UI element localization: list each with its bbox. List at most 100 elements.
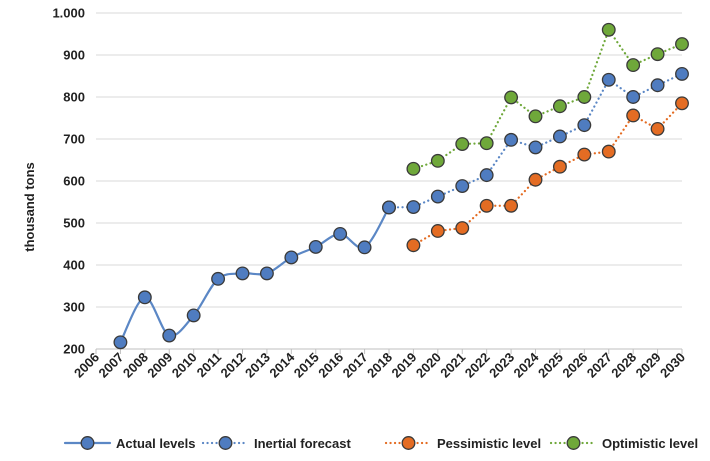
x-tick-label: 2030 bbox=[657, 350, 688, 381]
x-tick-label: 2021 bbox=[437, 350, 468, 381]
x-tick-label: 2025 bbox=[535, 350, 566, 381]
data-point-actual-levels bbox=[284, 250, 299, 265]
gridlines bbox=[96, 12, 682, 308]
data-point-optimistic-level bbox=[650, 47, 665, 62]
data-point-optimistic-level bbox=[552, 99, 567, 114]
x-tick-label: 2009 bbox=[144, 350, 175, 381]
data-point-pessimistic-level bbox=[504, 198, 519, 213]
data-point-optimistic-level bbox=[430, 153, 445, 168]
x-tick-label: 2017 bbox=[340, 350, 371, 381]
data-point-actual-levels bbox=[211, 271, 226, 286]
x-tick-label: 2029 bbox=[633, 350, 664, 381]
series-layer bbox=[113, 22, 689, 350]
data-point-inertial-forecast bbox=[552, 129, 567, 144]
legend-marker bbox=[566, 436, 581, 450]
x-tick-label: 2020 bbox=[413, 350, 444, 381]
legend-item-optimistic-level: Optimistic level bbox=[549, 436, 698, 451]
data-point-inertial-forecast bbox=[650, 78, 665, 93]
x-tick-labels: 2006200720082009201020112012201320142015… bbox=[71, 349, 688, 381]
data-point-inertial-forecast bbox=[504, 132, 519, 147]
data-point-pessimistic-level bbox=[552, 159, 567, 174]
x-tick-label: 2023 bbox=[486, 350, 517, 381]
x-tick-label: 2016 bbox=[315, 350, 346, 381]
data-point-actual-levels bbox=[137, 290, 152, 305]
legend-label: Pessimistic level bbox=[437, 436, 541, 451]
data-point-pessimistic-level bbox=[577, 147, 592, 162]
y-tick-label: 800 bbox=[63, 90, 85, 105]
data-point-inertial-forecast bbox=[577, 118, 592, 133]
x-tick-label: 2008 bbox=[120, 350, 151, 381]
data-point-inertial-forecast bbox=[479, 168, 494, 183]
legend-marker bbox=[80, 436, 95, 450]
series-line-pessimistic-level bbox=[412, 102, 684, 247]
data-point-actual-levels bbox=[333, 226, 348, 241]
data-point-inertial-forecast bbox=[430, 189, 445, 204]
data-point-pessimistic-level bbox=[675, 96, 689, 111]
series-lines bbox=[119, 28, 684, 344]
data-point-pessimistic-level bbox=[479, 198, 494, 213]
data-point-actual-levels bbox=[308, 239, 323, 254]
x-tick-label: 2024 bbox=[511, 349, 543, 381]
data-point-optimistic-level bbox=[479, 136, 494, 151]
y-tick-label: 700 bbox=[63, 132, 85, 147]
y-tick-label: 200 bbox=[63, 342, 85, 357]
data-point-optimistic-level bbox=[406, 161, 421, 176]
x-tick-label: 2019 bbox=[388, 350, 419, 381]
legend-item-actual-levels: Actual levels bbox=[63, 436, 196, 451]
data-point-pessimistic-level bbox=[528, 172, 543, 187]
series-line-actual-levels bbox=[119, 206, 391, 344]
data-point-optimistic-level bbox=[675, 37, 689, 52]
legend-marker bbox=[401, 436, 416, 450]
y-tick-label: 500 bbox=[63, 216, 85, 231]
y-axis-title: thousand tons bbox=[22, 162, 37, 252]
y-tick-label: 300 bbox=[63, 300, 85, 315]
y-tick-label: 1.000 bbox=[52, 6, 85, 21]
x-tick-label: 2014 bbox=[266, 349, 298, 381]
series-markers bbox=[113, 22, 689, 350]
data-point-optimistic-level bbox=[601, 22, 616, 37]
data-point-actual-levels bbox=[113, 335, 128, 350]
data-point-inertial-forecast bbox=[382, 200, 396, 215]
data-point-optimistic-level bbox=[504, 90, 519, 105]
legend-label: Optimistic level bbox=[602, 436, 698, 451]
series-line-optimistic-level bbox=[412, 28, 684, 170]
data-point-pessimistic-level bbox=[626, 108, 641, 123]
data-point-actual-levels bbox=[259, 266, 274, 281]
data-point-pessimistic-level bbox=[650, 121, 665, 136]
x-tick-label: 2015 bbox=[291, 350, 322, 381]
data-point-actual-levels bbox=[235, 266, 250, 281]
data-point-inertial-forecast bbox=[455, 179, 470, 193]
legend-label: Inertial forecast bbox=[254, 436, 351, 451]
data-point-pessimistic-level bbox=[601, 144, 616, 159]
data-point-inertial-forecast bbox=[675, 66, 689, 81]
x-tick-label: 2028 bbox=[608, 350, 639, 381]
data-point-pessimistic-level bbox=[406, 238, 421, 253]
x-tick-label: 2013 bbox=[242, 350, 273, 381]
x-axis bbox=[95, 348, 683, 354]
x-tick-label: 2027 bbox=[584, 350, 615, 381]
legend: Actual levels Inertial forecast Pessimisti… bbox=[63, 436, 698, 451]
x-tick-label: 2010 bbox=[169, 350, 200, 381]
data-point-actual-levels bbox=[357, 240, 372, 255]
y-tick-labels: 200 300 400 500 600 700 800 900 1.000 bbox=[52, 6, 85, 357]
y-tick-label: 600 bbox=[63, 174, 85, 189]
x-tick-label: 2012 bbox=[218, 350, 249, 381]
x-tick-label: 2011 bbox=[194, 350, 225, 381]
data-point-optimistic-level bbox=[626, 58, 641, 73]
y-tick-label: 900 bbox=[63, 48, 85, 63]
data-point-optimistic-level bbox=[577, 90, 592, 104]
data-point-optimistic-level bbox=[455, 137, 470, 151]
data-point-inertial-forecast bbox=[626, 90, 641, 104]
x-tick-label: 2022 bbox=[462, 350, 493, 381]
legend-item-inertial-forecast: Inertial forecast bbox=[201, 436, 351, 451]
data-point-inertial-forecast bbox=[406, 200, 421, 214]
data-point-inertial-forecast bbox=[528, 140, 543, 155]
x-tick-label: 2018 bbox=[364, 350, 395, 381]
data-point-actual-levels bbox=[186, 308, 201, 323]
data-point-actual-levels bbox=[162, 328, 177, 343]
legend-item-pessimistic-level: Pessimistic level bbox=[384, 436, 541, 451]
legend-marker bbox=[218, 436, 233, 450]
x-tick-label: 2026 bbox=[559, 350, 590, 381]
x-tick-label: 2007 bbox=[95, 350, 126, 381]
